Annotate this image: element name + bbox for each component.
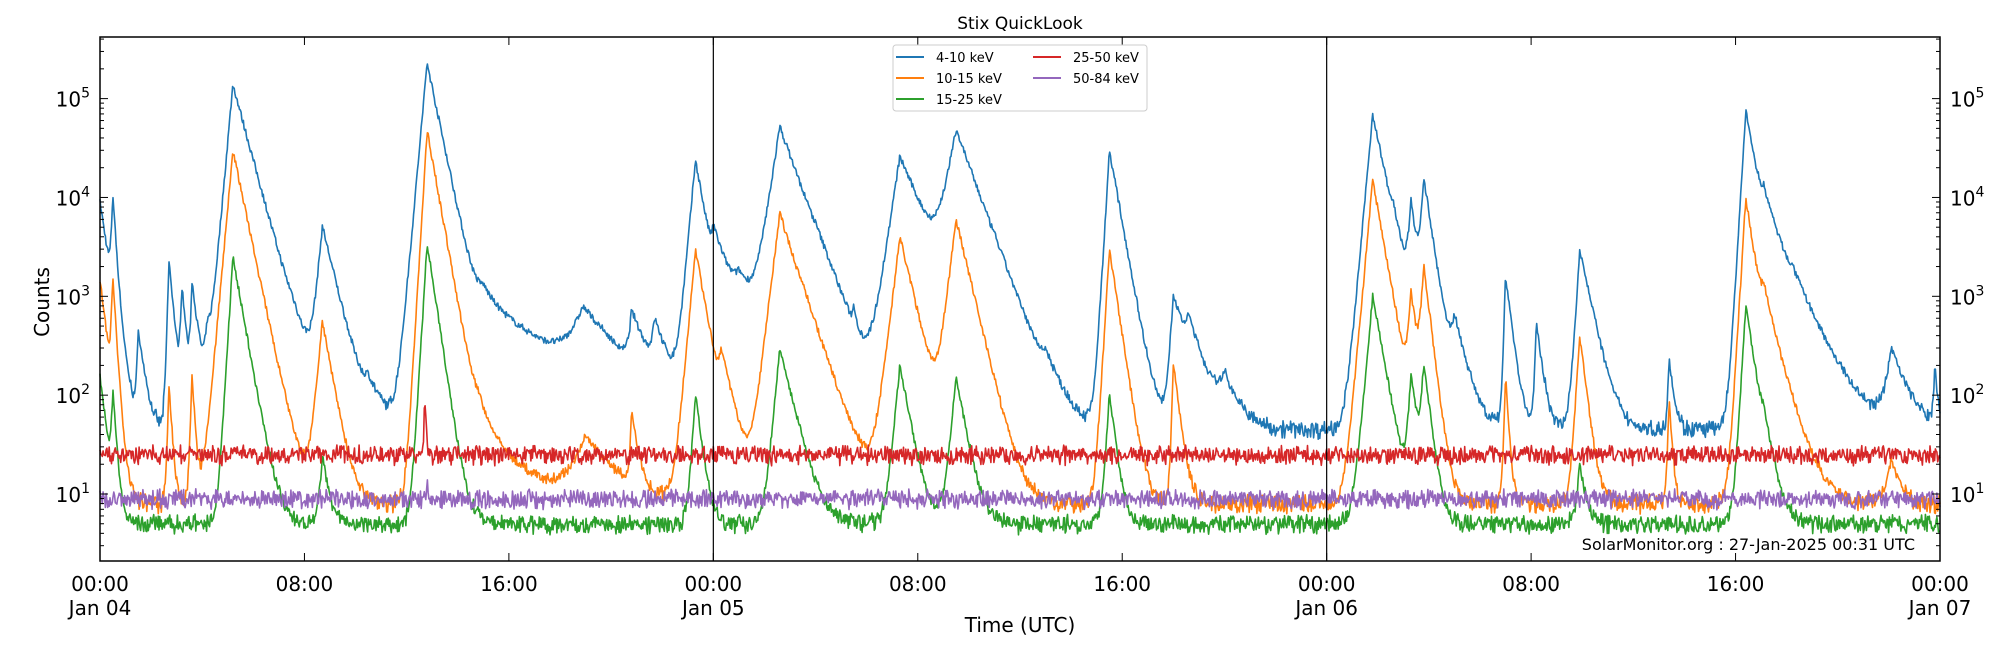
x-tick-label: 00:00 [1298, 572, 1356, 596]
series-line-15-25-keV [99, 246, 1941, 536]
legend-box [892, 44, 1148, 112]
legend-label: 15-25 keV [936, 93, 1002, 108]
x-tick-label: 08:00 [889, 572, 947, 596]
series-line-50-84-keV [99, 479, 1941, 511]
x-tick-date-label: Jan 07 [1907, 596, 1972, 620]
y-tick-label-right: 101 [1950, 481, 1984, 507]
x-tick-label: 08:00 [1502, 572, 1560, 596]
y-tick-label: 101 [56, 481, 90, 507]
y-tick-label: 104 [56, 184, 90, 210]
y-tick-label-right: 105 [1950, 86, 1984, 112]
y-tick-label-right: 103 [1950, 283, 1984, 309]
y-axis-label: Counts [30, 267, 54, 337]
plot-frame [99, 36, 1941, 562]
y-tick-label: 103 [56, 283, 90, 309]
x-tick-label: 00:00 [685, 572, 743, 596]
y-tick-label-right: 102 [1950, 382, 1984, 408]
x-tick-date-label: Jan 05 [680, 596, 745, 620]
x-tick-label: 16:00 [480, 572, 538, 596]
y-tick-label: 105 [56, 86, 90, 112]
x-tick-label: 00:00 [71, 572, 129, 596]
legend-label: 25-50 keV [1073, 51, 1139, 66]
series-line-25-50-keV [99, 404, 1941, 467]
legend-label: 4-10 keV [936, 51, 994, 66]
legend-label: 50-84 keV [1073, 72, 1139, 87]
legend-label: 10-15 keV [936, 72, 1002, 87]
x-tick-label: 16:00 [1093, 572, 1151, 596]
x-axis-label: Time (UTC) [964, 613, 1076, 637]
y-tick-label-right: 104 [1950, 184, 1984, 210]
x-tick-label: 16:00 [1707, 572, 1765, 596]
legend: 4-10 keV 10-15 keV 15-25 keV 25-50 keV 50-84… [892, 44, 1148, 112]
series-layer [99, 63, 1941, 536]
source-annotation: SolarMonitor.org : 27-Jan-2025 00:31 UTC [1582, 535, 1915, 554]
x-tick-label: 00:00 [1911, 572, 1969, 596]
x-tick-date-label: Jan 04 [67, 596, 132, 620]
x-tick-date-label: Jan 06 [1293, 596, 1358, 620]
y-tick-label: 102 [56, 382, 90, 408]
chart-title: Stix QuickLook [957, 14, 1083, 34]
x-tick-label: 08:00 [276, 572, 334, 596]
series-line-4-10-keV [99, 63, 1941, 441]
